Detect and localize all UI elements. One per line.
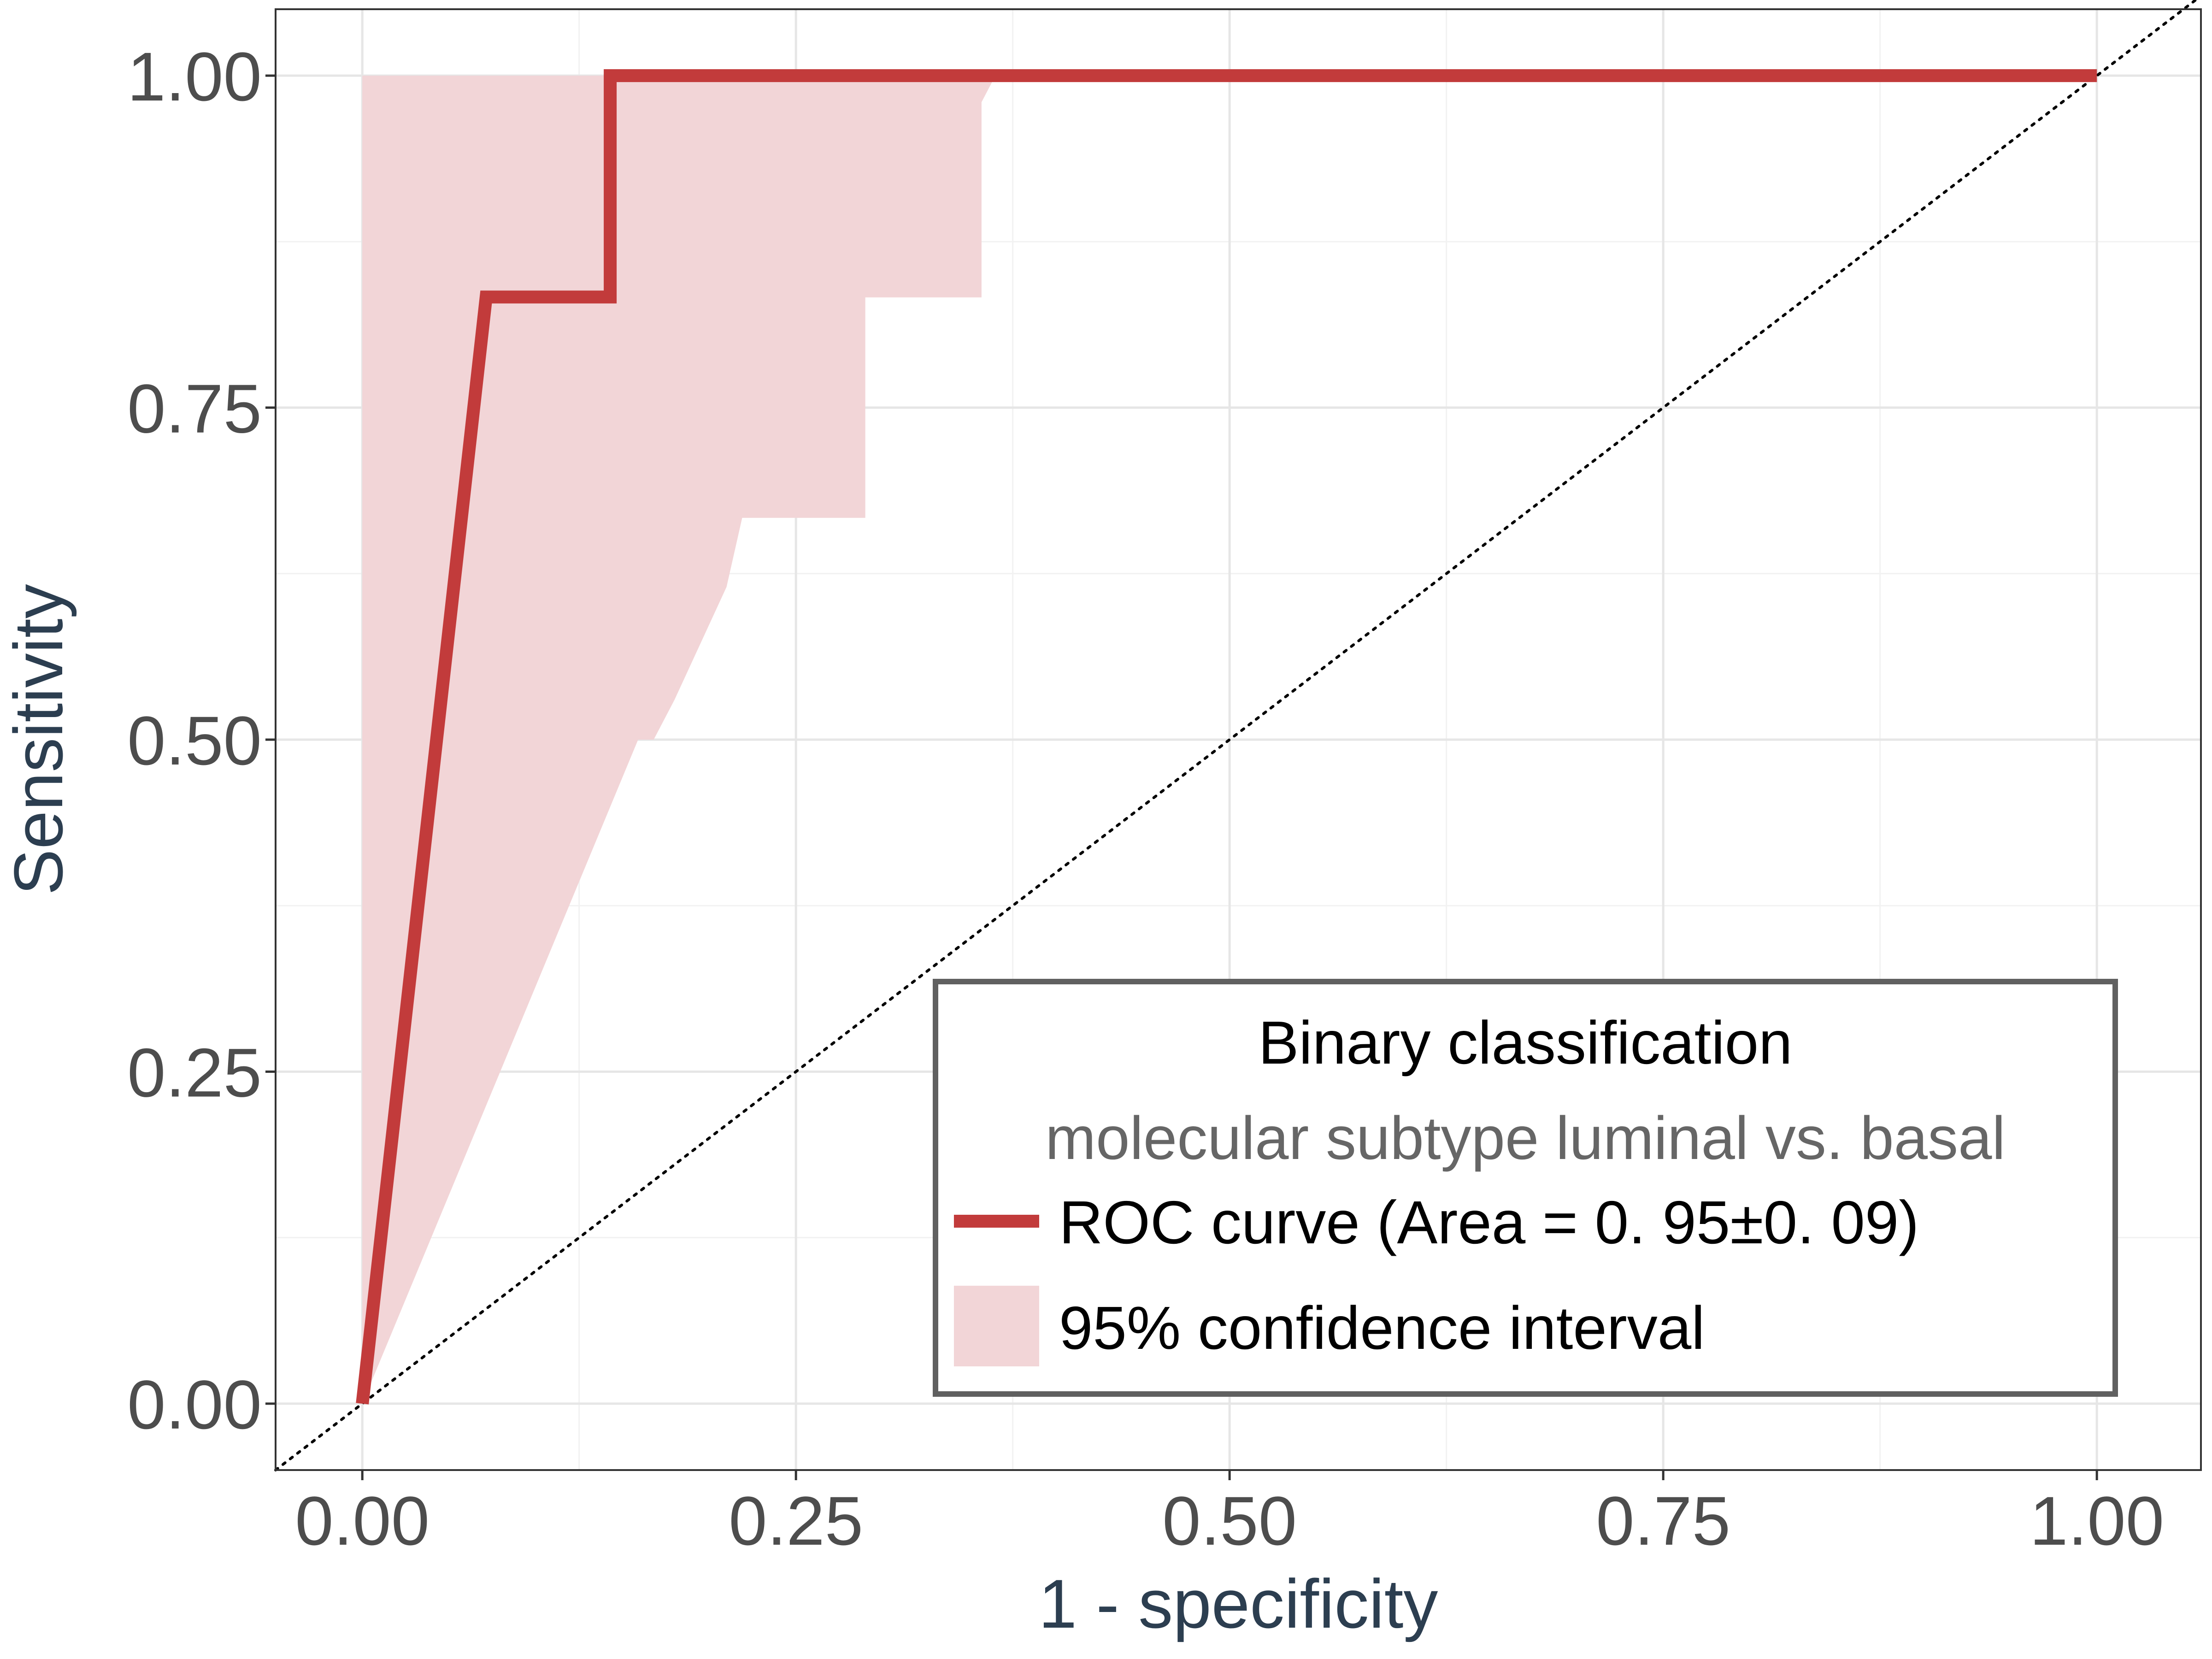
x-tick-label: 0.50 <box>1162 1482 1297 1559</box>
y-tick-label: 0.75 <box>127 370 262 447</box>
x-tick-label: 0.00 <box>295 1482 429 1559</box>
x-axis-ticks: 0.00 0.25 0.50 0.75 1.00 <box>295 1470 2164 1559</box>
roc-curve-line <box>356 69 2097 1405</box>
x-axis-title: 1 - specificity <box>1039 1565 1438 1642</box>
confidence-band-layer <box>362 76 996 1404</box>
roc-curve-layer <box>356 69 2097 1405</box>
x-tick-label: 0.25 <box>729 1482 863 1559</box>
confidence-interval-band <box>362 76 996 1404</box>
y-tick-label: 0.50 <box>127 702 262 779</box>
reference-diagonal-line <box>274 0 2198 1471</box>
legend: Binary classification molecular subtype … <box>933 979 2118 1397</box>
legend-label-roc: ROC curve (Area = 0. 95±0. 09) <box>1059 1188 1919 1256</box>
legend-label-ci: 95% confidence interval <box>1059 1294 1705 1362</box>
y-tick-label: 0.25 <box>127 1034 262 1111</box>
legend-subtitle: molecular subtype luminal vs. basal <box>1045 1104 2006 1172</box>
legend-key-ci-fill <box>954 1286 1039 1366</box>
legend-title: Binary classification <box>1258 1009 1792 1077</box>
y-axis-title: Sensitivity <box>0 584 77 895</box>
y-tick-label: 0.00 <box>127 1366 262 1443</box>
legend-box <box>933 979 2118 1397</box>
x-tick-label: 0.75 <box>1596 1482 1730 1559</box>
y-axis-ticks: 0.00 0.25 0.50 0.75 1.00 <box>127 38 276 1443</box>
x-tick-label: 1.00 <box>2030 1482 2164 1559</box>
reference-diagonal-layer <box>274 0 2198 1471</box>
y-tick-label: 1.00 <box>127 38 262 115</box>
